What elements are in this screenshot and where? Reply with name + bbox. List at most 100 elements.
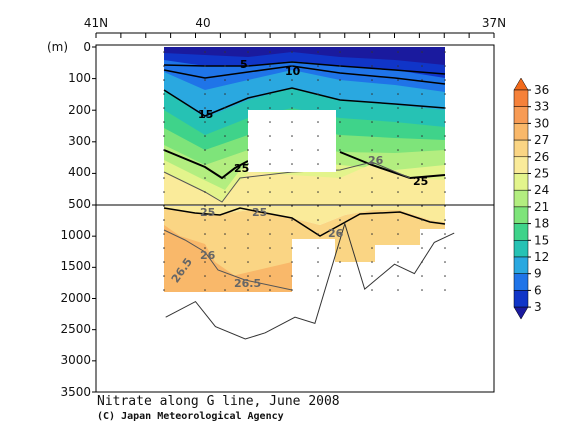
station-dot: [204, 51, 206, 53]
station-dot: [247, 233, 249, 235]
station-dot: [224, 149, 226, 151]
station-dot: [163, 51, 165, 53]
station-dot: [269, 51, 271, 53]
station-dot: [291, 247, 293, 249]
station-dot: [397, 93, 399, 95]
station-dot: [204, 107, 206, 109]
contour-line-25a: [163, 149, 249, 180]
station-dot: [421, 205, 423, 207]
station-dot: [371, 289, 373, 291]
station-dot: [204, 205, 206, 207]
station-dot: [317, 93, 319, 95]
station-dot: [371, 233, 373, 235]
colorbar-min-arrow: [513, 306, 529, 320]
station-dot: [444, 79, 446, 81]
station-dot: [291, 51, 293, 53]
contour-label-26-c: 26: [200, 249, 216, 262]
station-dot: [163, 121, 165, 123]
station-dot: [371, 93, 373, 95]
colorbar-label: 25: [534, 167, 549, 181]
station-dot: [397, 149, 399, 151]
station-dot: [339, 233, 341, 235]
station-dot: [204, 219, 206, 221]
contour-label-25-a: 25: [234, 162, 249, 175]
station-dot: [224, 177, 226, 179]
station-dot: [397, 79, 399, 81]
station-dot: [269, 191, 271, 193]
y-axis-ticks: [92, 46, 96, 393]
band-26-26.5-lower: [164, 208, 445, 292]
station-dot: [397, 163, 399, 165]
station-dot: [339, 51, 341, 53]
station-dot: [269, 233, 271, 235]
station-dot: [224, 107, 226, 109]
station-dot: [247, 65, 249, 67]
station-dot: [371, 275, 373, 277]
station-dot: [269, 163, 271, 165]
station-dot: [317, 107, 319, 109]
station-markers: [163, 51, 446, 291]
y-tick-1000: 1000: [60, 228, 91, 242]
y-tick-200: 200: [68, 103, 91, 117]
station-dot: [291, 79, 293, 81]
station-dot: [224, 233, 226, 235]
station-dot: [444, 205, 446, 207]
station-dot: [339, 135, 341, 137]
station-dot: [371, 51, 373, 53]
station-dot: [317, 135, 319, 137]
station-dot: [247, 261, 249, 263]
station-dot: [317, 233, 319, 235]
seafloor-line: [165, 221, 455, 340]
top-axis-ticks: [95, 33, 495, 38]
colorbar-label: 21: [534, 200, 549, 214]
station-dot: [204, 289, 206, 291]
station-dot: [317, 219, 319, 221]
station-dot: [339, 177, 341, 179]
station-dot: [397, 275, 399, 277]
station-dot: [397, 177, 399, 179]
station-dot: [163, 275, 165, 277]
station-dot: [317, 289, 319, 291]
station-dot: [163, 79, 165, 81]
station-dot: [247, 247, 249, 249]
station-dot: [163, 135, 165, 137]
station-dot: [421, 233, 423, 235]
y-tick-300: 300: [68, 134, 91, 148]
contour-label-26-b: 26: [328, 227, 344, 240]
station-dot: [269, 65, 271, 67]
colorbar-label: 3: [534, 300, 542, 314]
station-dot: [339, 163, 341, 165]
y-tick-400: 400: [68, 165, 91, 179]
station-dot: [291, 205, 293, 207]
y-tick-2500: 2500: [60, 322, 91, 336]
station-dot: [247, 191, 249, 193]
station-dot: [247, 205, 249, 207]
colorbar-label: 9: [534, 267, 542, 281]
plot-frame: [95, 44, 495, 393]
station-dot: [371, 261, 373, 263]
contour-label-10: 10: [285, 65, 301, 78]
station-dot: [247, 275, 249, 277]
station-dot: [421, 93, 423, 95]
station-dot: [371, 163, 373, 165]
station-dot: [421, 177, 423, 179]
station-dot: [291, 177, 293, 179]
station-dot: [224, 205, 226, 207]
station-dot: [371, 65, 373, 67]
station-dot: [247, 289, 249, 291]
station-dot: [204, 121, 206, 123]
station-dot: [291, 289, 293, 291]
station-dot: [421, 191, 423, 193]
station-dot: [421, 107, 423, 109]
colorbar-label: 33: [534, 100, 549, 114]
station-dot: [444, 163, 446, 165]
station-dot: [291, 261, 293, 263]
station-dot: [421, 289, 423, 291]
station-dot: [397, 135, 399, 137]
station-dot: [269, 93, 271, 95]
station-dot: [317, 65, 319, 67]
colorbar-segment: [513, 106, 529, 124]
station-dot: [421, 247, 423, 249]
station-dot: [269, 219, 271, 221]
